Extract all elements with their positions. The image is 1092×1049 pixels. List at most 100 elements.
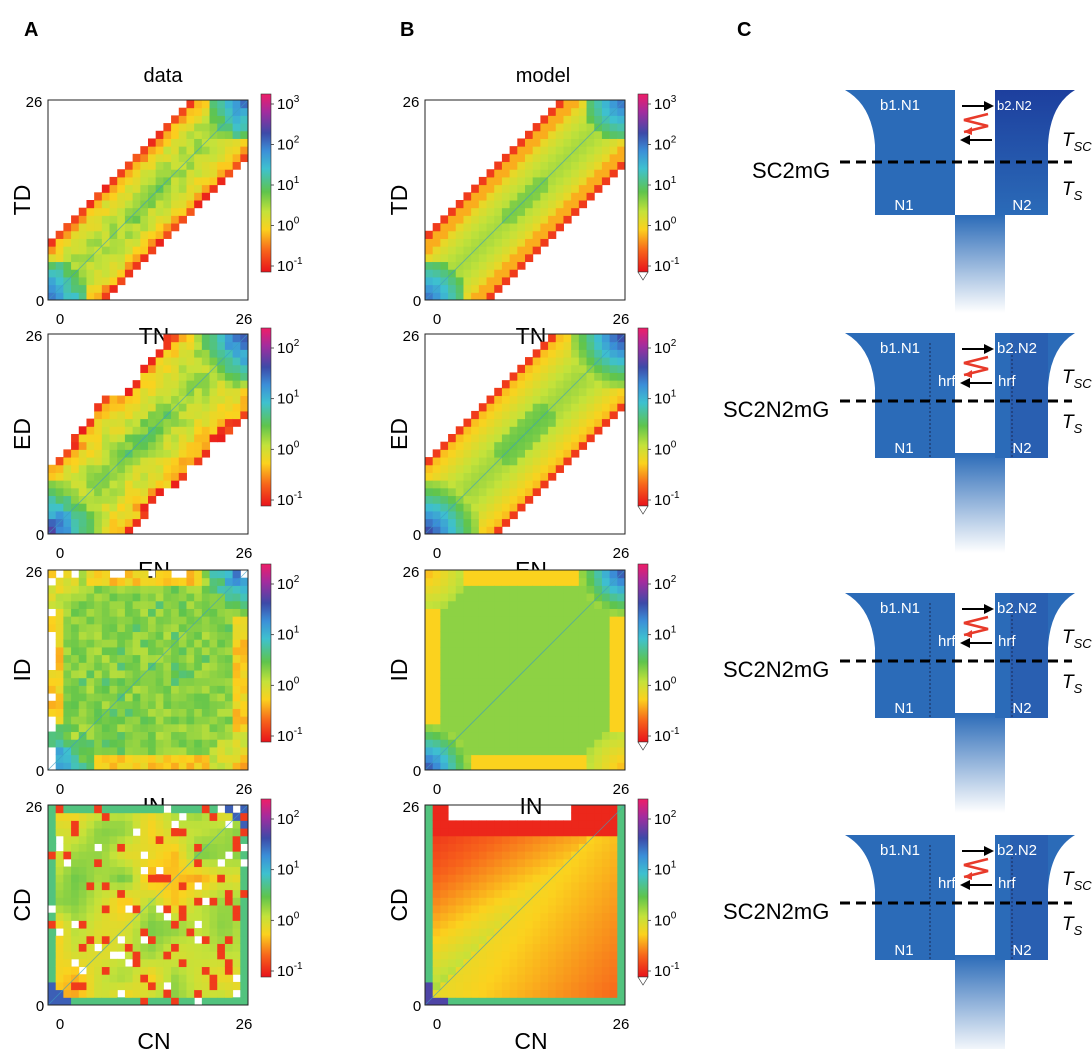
heatmap-cell <box>186 881 195 891</box>
heatmap-cell <box>578 631 588 640</box>
heatmap-cell <box>163 449 172 458</box>
heatmap-cell <box>155 403 164 412</box>
heatmap-cell <box>494 200 503 209</box>
heatmap-cell <box>101 261 111 270</box>
heatmap-cell <box>486 510 495 520</box>
heatmap-cell <box>601 357 611 366</box>
heatmap-cell <box>501 223 511 232</box>
heatmap-cell <box>109 828 118 837</box>
heatmap-cell <box>578 866 588 875</box>
heatmap-cell <box>124 731 134 740</box>
heatmap-cell <box>432 276 441 286</box>
heatmap-cell <box>501 974 511 983</box>
heatmap-cell <box>525 161 534 170</box>
heatmap-cell <box>571 138 580 147</box>
heatmap-cell <box>432 526 441 535</box>
heatmap-cell <box>571 746 580 756</box>
y-tick-label: 26 <box>26 94 43 111</box>
heatmap-cell <box>201 449 211 458</box>
heatmap-cell <box>117 269 126 278</box>
heatmap-cell <box>586 372 595 381</box>
heatmap-cell <box>594 100 603 109</box>
heatmap-cell <box>194 897 203 906</box>
heatmap-cell <box>109 600 118 609</box>
heatmap-cell <box>171 441 180 450</box>
heatmap-cell <box>232 115 241 124</box>
heatmap-cell <box>94 418 103 427</box>
heatmap-cell <box>471 989 480 998</box>
left-block <box>845 90 955 215</box>
heatmap-cell <box>217 349 226 358</box>
heatmap-cell <box>224 723 234 733</box>
heatmap-cell <box>140 464 149 473</box>
heatmap-cell <box>86 731 95 740</box>
heatmap-cell <box>455 510 464 520</box>
heatmap-cell <box>571 700 580 709</box>
heatmap-cell <box>425 889 434 898</box>
heatmap-cell <box>540 874 549 883</box>
heatmap-cell <box>571 874 580 883</box>
heatmap-cell <box>571 200 580 209</box>
heatmap-cell <box>101 464 111 473</box>
heatmap-cell <box>478 989 488 998</box>
heatmap-cell <box>163 920 172 929</box>
heatmap-cell <box>501 997 511 1006</box>
heatmap-cell <box>217 835 226 844</box>
heatmap-cell <box>571 889 580 898</box>
heatmap-cell <box>217 115 226 124</box>
x-tick-label: 26 <box>236 545 253 562</box>
heatmap-cell <box>425 966 434 975</box>
heatmap-cell <box>463 670 472 679</box>
heatmap-cell <box>240 746 249 756</box>
heatmap-cell <box>601 958 611 968</box>
interaction-zigzag <box>963 615 989 637</box>
heatmap-cell <box>486 639 495 648</box>
heatmap-cell <box>571 716 580 725</box>
heatmap-cell <box>563 334 572 343</box>
heatmap-cell <box>101 510 111 520</box>
heatmap-cell <box>55 585 64 594</box>
heatmap-cell <box>586 593 595 602</box>
heatmap-cell <box>509 503 518 512</box>
heatmap-cell <box>563 570 572 579</box>
heatmap-cell <box>548 881 557 891</box>
heatmap-cell <box>486 905 495 914</box>
heatmap-cell <box>201 395 211 404</box>
heatmap-cell <box>494 161 503 170</box>
heatmap-cell <box>478 449 488 458</box>
heatmap-cell <box>109 480 118 489</box>
heatmap-cell <box>163 616 172 625</box>
y-tick-label: 0 <box>413 763 421 780</box>
heatmap-cell <box>440 223 449 232</box>
heatmap-cell <box>571 739 580 748</box>
heatmap-cell <box>532 928 541 937</box>
heatmap-cell <box>555 685 564 694</box>
heatmap-cell <box>532 153 541 163</box>
heatmap-cell <box>586 100 595 109</box>
heatmap-cell <box>525 835 534 844</box>
heatmap-cell <box>101 593 111 602</box>
heatmap-cell <box>601 920 611 929</box>
heatmap-cell <box>525 410 534 420</box>
colorbar-tick-label: 10-1 <box>277 961 303 980</box>
heatmap-cell <box>509 192 518 201</box>
heatmap-cell <box>478 223 488 232</box>
heatmap-cell <box>78 646 87 656</box>
heatmap-cell <box>609 700 618 709</box>
heatmap-cell <box>501 276 511 286</box>
heatmap-cell <box>517 685 526 694</box>
heatmap-cell <box>178 372 187 381</box>
heatmap-cell <box>509 639 518 648</box>
colorbar-tick-label: 100 <box>654 216 677 235</box>
heatmap-cell <box>78 223 87 232</box>
heatmap-cell <box>232 662 241 671</box>
heatmap-cell <box>463 716 472 725</box>
heatmap-cell <box>471 577 480 586</box>
heatmap-cell <box>217 372 226 381</box>
heatmap-cell <box>101 981 111 991</box>
heatmap-cell <box>594 935 603 944</box>
heatmap-cell <box>548 708 557 717</box>
heatmap-cell <box>563 851 572 860</box>
heatmap-cell <box>425 912 434 921</box>
heatmap-cell <box>232 372 241 381</box>
